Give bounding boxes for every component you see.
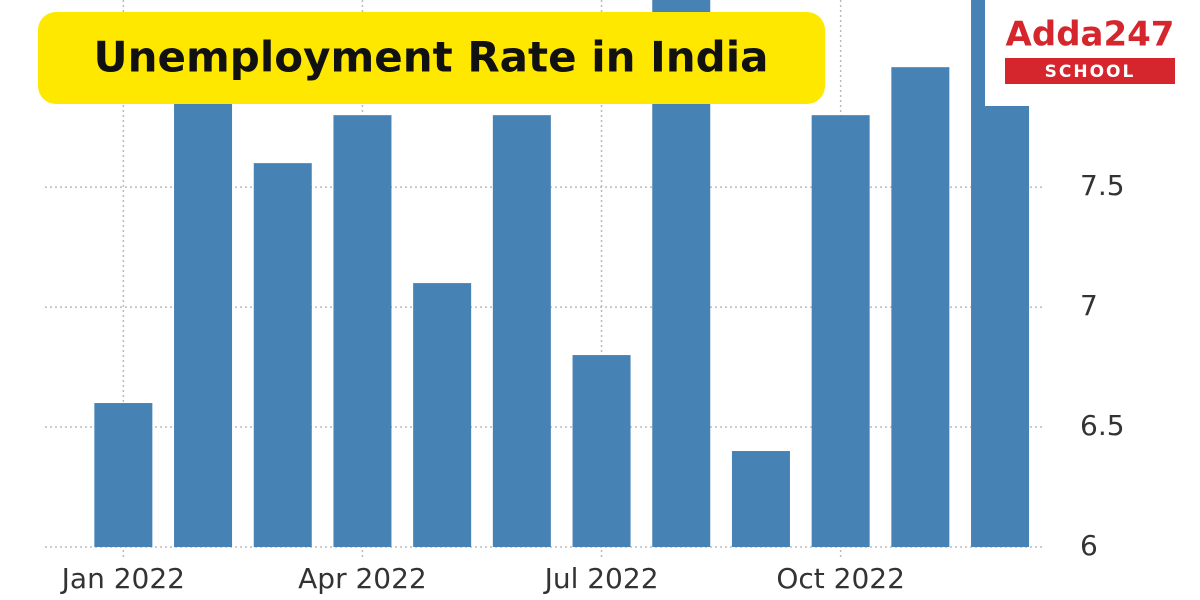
plot-area: 6 6.5 7 7.5 Jan 2022 Apr 2022 Jul 2022 Oct 2022 bbox=[45, 0, 1125, 595]
title-box bbox=[38, 12, 825, 104]
logo-box bbox=[985, 0, 1200, 106]
bar bbox=[253, 163, 312, 547]
y-tick-label: 7.5 bbox=[1080, 169, 1125, 202]
bar bbox=[492, 115, 551, 547]
x-tick-label: Jan 2022 bbox=[60, 562, 185, 595]
bar bbox=[333, 115, 392, 547]
bar bbox=[811, 115, 870, 547]
logo-bar bbox=[1005, 58, 1175, 84]
y-tick-label: 6.5 bbox=[1080, 409, 1125, 442]
bar bbox=[731, 451, 790, 547]
bar bbox=[174, 43, 233, 548]
bar bbox=[572, 355, 631, 547]
chart-title: Unemployment Rate in India bbox=[94, 33, 769, 82]
x-tick-label: Oct 2022 bbox=[776, 562, 905, 595]
x-tick-label: Apr 2022 bbox=[298, 562, 427, 595]
y-tick-label: 7 bbox=[1080, 289, 1098, 322]
bar bbox=[413, 283, 472, 547]
logo-brand: Adda247 bbox=[1006, 15, 1175, 55]
bar bbox=[94, 403, 153, 547]
x-tick-label: Jul 2022 bbox=[543, 562, 659, 595]
logo-sub: SCHOOL bbox=[1045, 62, 1136, 82]
bar bbox=[891, 67, 950, 547]
y-tick-label: 6 bbox=[1080, 529, 1098, 562]
